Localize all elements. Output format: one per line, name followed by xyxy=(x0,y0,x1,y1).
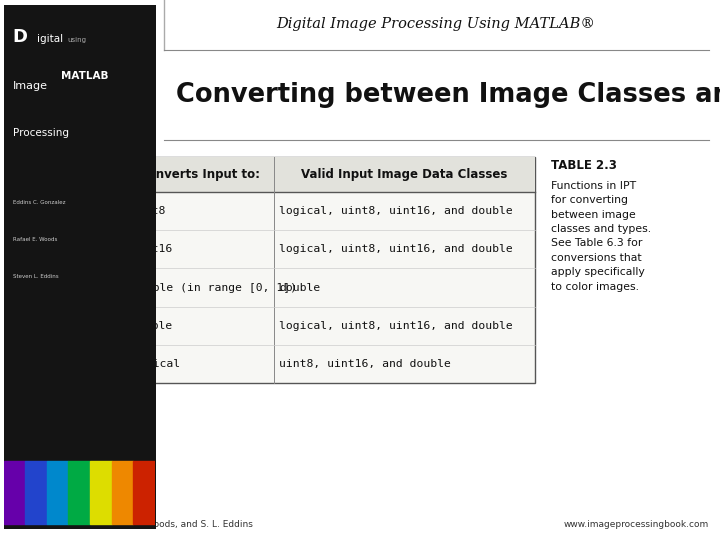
Text: logical: logical xyxy=(132,359,180,369)
Text: im2uint8: im2uint8 xyxy=(40,206,95,216)
Text: uint8: uint8 xyxy=(132,206,166,216)
Text: Functions in IPT
for converting
between image
classes and types.
See Table 6.3 f: Functions in IPT for converting between … xyxy=(551,181,651,292)
Text: MATLAB: MATLAB xyxy=(61,71,109,81)
Text: Rafael E. Woods: Rafael E. Woods xyxy=(13,237,57,242)
Text: TABLE 2.3: TABLE 2.3 xyxy=(551,159,616,172)
Text: uint16: uint16 xyxy=(132,244,173,254)
Text: Converting between Image Classes and Types: Converting between Image Classes and Typ… xyxy=(176,82,720,107)
Bar xyxy=(35,157,535,383)
Bar xyxy=(90,461,112,524)
Bar xyxy=(47,461,68,524)
Text: Eddins C. Gonzalez: Eddins C. Gonzalez xyxy=(13,200,66,205)
Text: uint8, uint16, and double: uint8, uint16, and double xyxy=(279,359,451,369)
Bar xyxy=(4,461,25,524)
Text: mat2gray: mat2gray xyxy=(40,282,95,293)
Text: igital: igital xyxy=(37,34,63,44)
Text: im2bw: im2bw xyxy=(40,359,75,369)
Bar xyxy=(35,157,535,192)
Text: Name: Name xyxy=(61,167,99,181)
Text: D: D xyxy=(13,28,27,46)
Text: Converts Input to:: Converts Input to: xyxy=(139,167,261,181)
Text: www.imageprocessingbook.com: www.imageprocessingbook.com xyxy=(564,521,709,529)
Bar xyxy=(112,461,133,524)
Text: im2uint16: im2uint16 xyxy=(40,244,102,254)
Text: Valid Input Image Data Classes: Valid Input Image Data Classes xyxy=(301,167,508,181)
Text: im2double: im2double xyxy=(40,321,102,331)
Text: logical, uint8, uint16, and double: logical, uint8, uint16, and double xyxy=(279,244,513,254)
Text: using: using xyxy=(67,37,86,43)
Text: logical, uint8, uint16, and double: logical, uint8, uint16, and double xyxy=(279,206,513,216)
Text: double: double xyxy=(132,321,173,331)
Bar xyxy=(25,461,47,524)
Text: Digital Image Processing Using MATLAB®: Digital Image Processing Using MATLAB® xyxy=(276,17,595,31)
Bar xyxy=(68,461,90,524)
Text: Image: Image xyxy=(13,81,48,91)
Text: Steven L. Eddins: Steven L. Eddins xyxy=(13,274,58,279)
Bar xyxy=(133,461,155,524)
Text: logical, uint8, uint16, and double: logical, uint8, uint16, and double xyxy=(279,321,513,331)
Text: double: double xyxy=(279,282,320,293)
Text: Processing: Processing xyxy=(13,129,68,138)
Text: © 2004 R. C. Gonzalez, R. E. Woods, and S. L. Eddins: © 2004 R. C. Gonzalez, R. E. Woods, and … xyxy=(14,521,253,529)
Text: double (in range [0, 1]): double (in range [0, 1]) xyxy=(132,282,297,293)
